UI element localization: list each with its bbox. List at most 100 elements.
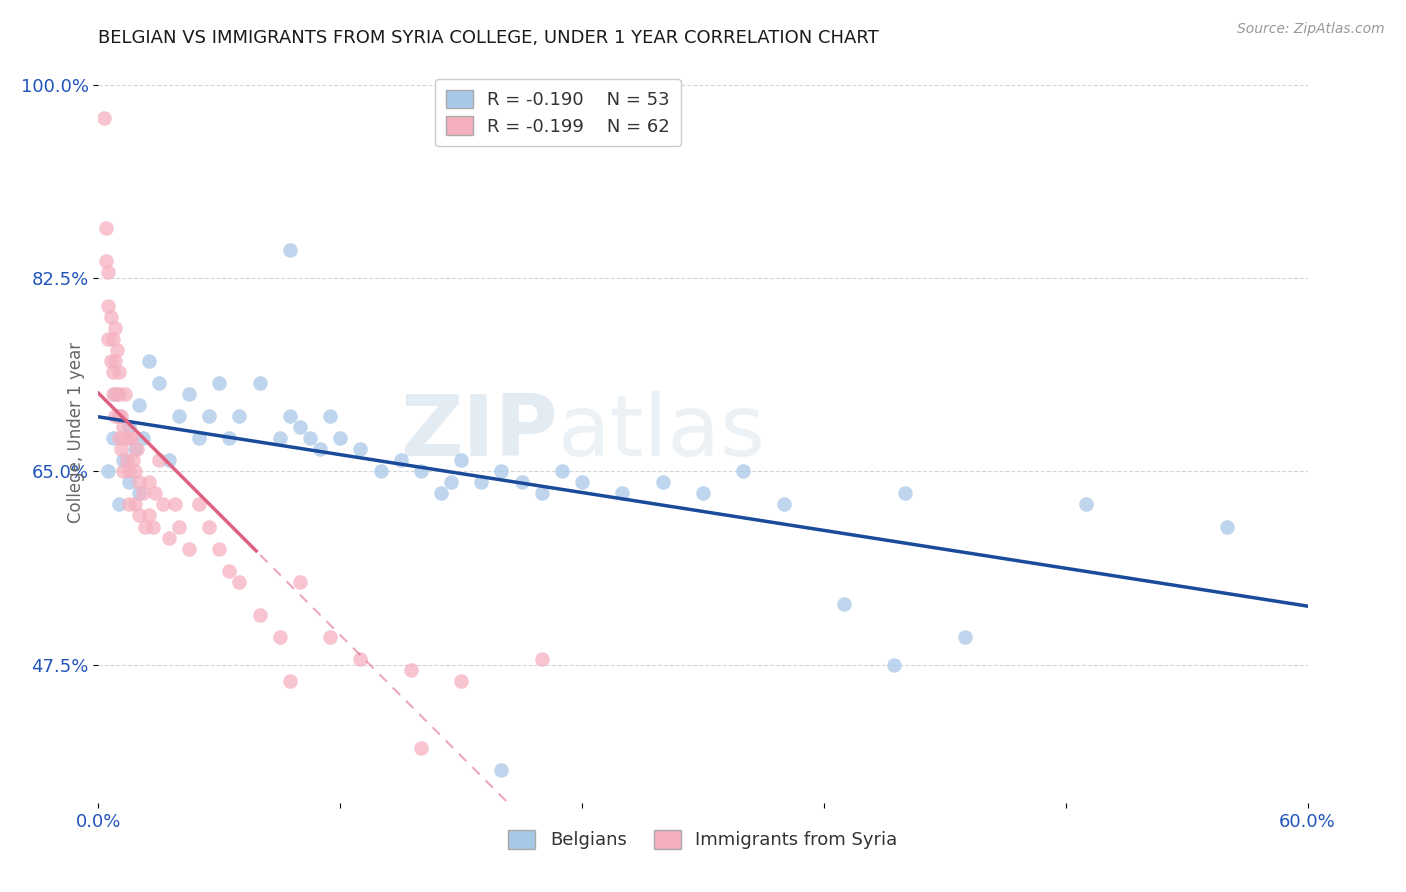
Point <box>138 508 160 523</box>
Point <box>198 409 221 423</box>
Point <box>101 365 124 379</box>
Text: ZIP: ZIP <box>401 391 558 475</box>
Legend: Belgians, Immigrants from Syria: Belgians, Immigrants from Syria <box>501 823 905 856</box>
Point <box>128 486 150 500</box>
Point <box>138 353 160 368</box>
Point <box>278 674 301 689</box>
Point <box>101 332 124 346</box>
Point <box>105 387 128 401</box>
Point <box>118 420 141 434</box>
Point <box>167 409 190 423</box>
Point <box>107 498 129 512</box>
Point <box>110 409 132 423</box>
Point <box>134 519 156 533</box>
Point <box>107 365 129 379</box>
Point <box>114 387 136 401</box>
Point <box>163 498 186 512</box>
Point <box>118 431 141 445</box>
Point <box>571 475 593 490</box>
Point <box>114 431 136 445</box>
Point <box>228 574 250 589</box>
Point <box>107 409 129 423</box>
Point <box>299 431 322 445</box>
Point <box>510 475 533 490</box>
Point <box>430 486 453 500</box>
Point <box>288 574 311 589</box>
Point <box>491 763 513 777</box>
Point <box>101 431 124 445</box>
Point <box>118 464 141 478</box>
Point <box>128 475 150 490</box>
Point <box>115 453 138 467</box>
Point <box>107 409 129 423</box>
Point <box>1074 498 1097 512</box>
Point <box>218 431 240 445</box>
Point <box>107 431 129 445</box>
Point <box>399 663 422 677</box>
Text: atlas: atlas <box>558 391 766 475</box>
Point <box>319 630 342 644</box>
Point <box>101 387 124 401</box>
Point <box>450 453 472 467</box>
Point <box>97 299 120 313</box>
Point <box>111 453 134 467</box>
Point <box>269 630 291 644</box>
Point <box>105 343 128 357</box>
Point <box>97 332 120 346</box>
Point <box>228 409 250 423</box>
Point <box>832 597 855 611</box>
Point <box>218 564 240 578</box>
Text: Source: ZipAtlas.com: Source: ZipAtlas.com <box>1237 22 1385 37</box>
Point <box>329 431 352 445</box>
Point <box>440 475 463 490</box>
Point <box>103 320 125 334</box>
Point <box>188 431 211 445</box>
Point <box>450 674 472 689</box>
Text: BELGIAN VS IMMIGRANTS FROM SYRIA COLLEGE, UNDER 1 YEAR CORRELATION CHART: BELGIAN VS IMMIGRANTS FROM SYRIA COLLEGE… <box>98 29 879 47</box>
Point <box>288 420 311 434</box>
Point <box>97 464 120 478</box>
Point <box>692 486 714 500</box>
Point <box>530 652 553 666</box>
Point <box>128 508 150 523</box>
Point <box>96 254 118 268</box>
Point <box>491 464 513 478</box>
Point <box>530 486 553 500</box>
Point <box>733 464 755 478</box>
Point <box>208 541 231 556</box>
Point <box>118 498 141 512</box>
Point <box>370 464 392 478</box>
Point <box>97 265 120 279</box>
Point <box>349 652 371 666</box>
Point <box>125 442 148 457</box>
Point <box>138 475 160 490</box>
Point <box>93 111 115 125</box>
Point <box>143 486 166 500</box>
Point <box>198 519 221 533</box>
Point <box>124 442 146 457</box>
Point <box>893 486 915 500</box>
Point <box>148 376 170 390</box>
Point <box>309 442 332 457</box>
Point <box>188 498 211 512</box>
Point <box>100 310 122 324</box>
Point <box>124 464 146 478</box>
Point <box>142 519 165 533</box>
Point <box>132 486 155 500</box>
Point <box>157 453 180 467</box>
Point <box>121 453 143 467</box>
Point <box>651 475 673 490</box>
Point <box>120 431 142 445</box>
Point <box>179 541 201 556</box>
Point <box>111 464 134 478</box>
Point <box>953 630 976 644</box>
Point <box>349 442 371 457</box>
Point <box>128 398 150 412</box>
Point <box>132 431 155 445</box>
Point <box>107 387 129 401</box>
Point <box>179 387 201 401</box>
Point <box>152 498 174 512</box>
Point <box>409 740 432 755</box>
Point <box>118 475 141 490</box>
Point <box>883 657 905 672</box>
